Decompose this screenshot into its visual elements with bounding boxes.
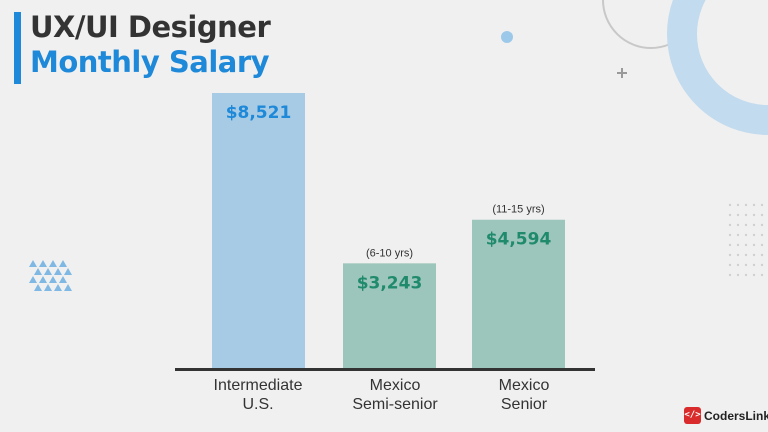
bar-value-label-2: $4,594 — [486, 230, 552, 250]
bar-1 — [343, 263, 436, 368]
title-line-1: UX/UI Designer — [30, 10, 271, 44]
bar-2 — [472, 219, 565, 368]
bar-value-label-1: $3,243 — [357, 273, 423, 293]
x-tick-label-intermediate-us: Intermediate U.S. — [213, 377, 303, 413]
bar-0 — [212, 93, 305, 368]
brand-name: CodersLink — [704, 409, 768, 423]
plus-decoration — [617, 68, 627, 78]
experience-annotation-1: (6-10 yrs) — [366, 247, 413, 259]
large-ring-decoration — [667, 0, 768, 135]
triangle-pattern-decoration — [29, 260, 72, 291]
bar-value-label-0: $8,521 — [226, 103, 292, 123]
x-tick-label-mexico-semi-senior: Mexico Semi-senior — [352, 377, 438, 413]
title-accent-bar — [14, 12, 21, 84]
title-line-2: Monthly Salary — [30, 45, 270, 79]
coderslink-logo: </> CodersLink — [684, 406, 768, 426]
dot-decoration — [501, 31, 513, 43]
code-brackets-icon: </> — [684, 407, 701, 424]
x-tick-label-mexico-senior: Mexico Senior — [498, 377, 550, 413]
experience-annotation-2: (11-15 yrs) — [492, 204, 544, 216]
dot-grid-decoration — [728, 203, 764, 277]
